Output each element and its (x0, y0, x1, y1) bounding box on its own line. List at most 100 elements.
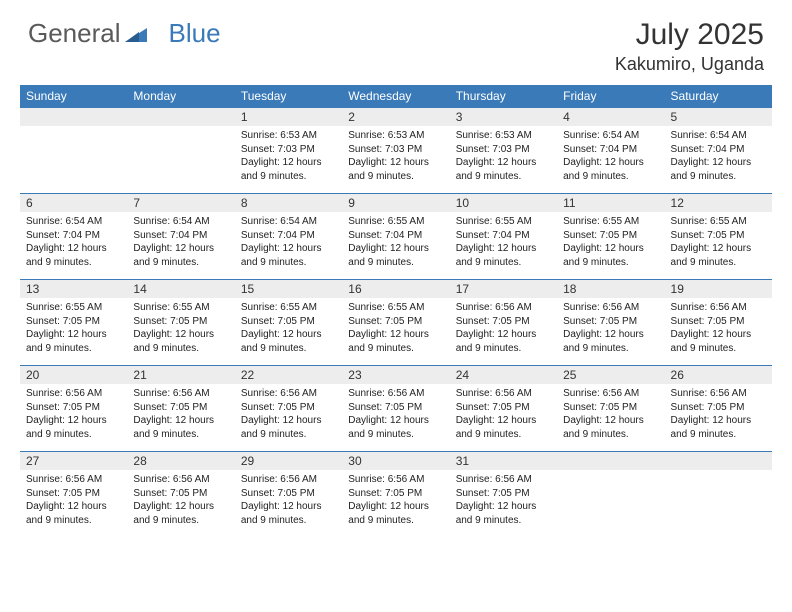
sunrise-text: Sunrise: 6:56 AM (133, 473, 228, 487)
sunrise-text: Sunrise: 6:56 AM (133, 387, 228, 401)
sunrise-text: Sunrise: 6:56 AM (241, 387, 336, 401)
sunset-text: Sunset: 7:05 PM (26, 487, 121, 501)
daylight-text: Daylight: 12 hours and 9 minutes. (348, 242, 443, 269)
calendar-day-cell: 14Sunrise: 6:55 AMSunset: 7:05 PMDayligh… (127, 280, 234, 366)
day-number: 20 (20, 366, 127, 384)
sunset-text: Sunset: 7:04 PM (348, 229, 443, 243)
day-details: Sunrise: 6:56 AMSunset: 7:05 PMDaylight:… (557, 384, 664, 447)
daylight-text: Daylight: 12 hours and 9 minutes. (456, 328, 551, 355)
daylight-text: Daylight: 12 hours and 9 minutes. (348, 500, 443, 527)
sunset-text: Sunset: 7:05 PM (671, 401, 766, 415)
calendar-week: 13Sunrise: 6:55 AMSunset: 7:05 PMDayligh… (20, 280, 772, 366)
dow-header: Sunday (20, 85, 127, 108)
day-details: Sunrise: 6:56 AMSunset: 7:05 PMDaylight:… (342, 470, 449, 533)
sunrise-text: Sunrise: 6:55 AM (26, 301, 121, 315)
calendar-day-cell: 8Sunrise: 6:54 AMSunset: 7:04 PMDaylight… (235, 194, 342, 280)
daylight-text: Daylight: 12 hours and 9 minutes. (563, 328, 658, 355)
daylight-text: Daylight: 12 hours and 9 minutes. (671, 156, 766, 183)
sunset-text: Sunset: 7:05 PM (563, 315, 658, 329)
day-details (20, 126, 127, 135)
brand-part1: General (28, 18, 121, 49)
day-number: 31 (450, 452, 557, 470)
calendar-day-cell: 13Sunrise: 6:55 AMSunset: 7:05 PMDayligh… (20, 280, 127, 366)
calendar-day-cell: 21Sunrise: 6:56 AMSunset: 7:05 PMDayligh… (127, 366, 234, 452)
day-details: Sunrise: 6:54 AMSunset: 7:04 PMDaylight:… (557, 126, 664, 189)
sunset-text: Sunset: 7:05 PM (456, 401, 551, 415)
day-details: Sunrise: 6:53 AMSunset: 7:03 PMDaylight:… (450, 126, 557, 189)
daylight-text: Daylight: 12 hours and 9 minutes. (133, 242, 228, 269)
calendar-day-cell: 2Sunrise: 6:53 AMSunset: 7:03 PMDaylight… (342, 108, 449, 194)
sunset-text: Sunset: 7:05 PM (348, 315, 443, 329)
sunrise-text: Sunrise: 6:54 AM (671, 129, 766, 143)
day-number: 28 (127, 452, 234, 470)
sunset-text: Sunset: 7:05 PM (671, 315, 766, 329)
page-header: General Blue July 2025 Kakumiro, Uganda (0, 0, 792, 79)
daylight-text: Daylight: 12 hours and 9 minutes. (133, 414, 228, 441)
month-title: July 2025 (615, 18, 764, 52)
daylight-text: Daylight: 12 hours and 9 minutes. (456, 414, 551, 441)
daylight-text: Daylight: 12 hours and 9 minutes. (133, 500, 228, 527)
calendar-day-cell: 30Sunrise: 6:56 AMSunset: 7:05 PMDayligh… (342, 452, 449, 538)
sunset-text: Sunset: 7:03 PM (456, 143, 551, 157)
sunrise-text: Sunrise: 6:54 AM (133, 215, 228, 229)
sunrise-text: Sunrise: 6:56 AM (563, 301, 658, 315)
calendar-day-cell (20, 108, 127, 194)
daylight-text: Daylight: 12 hours and 9 minutes. (456, 156, 551, 183)
daylight-text: Daylight: 12 hours and 9 minutes. (26, 328, 121, 355)
daylight-text: Daylight: 12 hours and 9 minutes. (563, 156, 658, 183)
location-label: Kakumiro, Uganda (615, 54, 764, 75)
sunset-text: Sunset: 7:05 PM (241, 401, 336, 415)
calendar-header-row: SundayMondayTuesdayWednesdayThursdayFrid… (20, 85, 772, 108)
day-number: 5 (665, 108, 772, 126)
day-number: 25 (557, 366, 664, 384)
calendar-day-cell: 24Sunrise: 6:56 AMSunset: 7:05 PMDayligh… (450, 366, 557, 452)
sunset-text: Sunset: 7:05 PM (348, 487, 443, 501)
day-details: Sunrise: 6:56 AMSunset: 7:05 PMDaylight:… (127, 470, 234, 533)
sunrise-text: Sunrise: 6:55 AM (348, 301, 443, 315)
dow-header: Tuesday (235, 85, 342, 108)
sunset-text: Sunset: 7:03 PM (348, 143, 443, 157)
day-number: 30 (342, 452, 449, 470)
daylight-text: Daylight: 12 hours and 9 minutes. (348, 414, 443, 441)
sunrise-text: Sunrise: 6:56 AM (563, 387, 658, 401)
sunset-text: Sunset: 7:04 PM (456, 229, 551, 243)
daylight-text: Daylight: 12 hours and 9 minutes. (241, 156, 336, 183)
day-details: Sunrise: 6:54 AMSunset: 7:04 PMDaylight:… (235, 212, 342, 275)
day-details: Sunrise: 6:56 AMSunset: 7:05 PMDaylight:… (557, 298, 664, 361)
sunrise-text: Sunrise: 6:53 AM (241, 129, 336, 143)
day-number: 15 (235, 280, 342, 298)
daylight-text: Daylight: 12 hours and 9 minutes. (241, 414, 336, 441)
calendar-day-cell: 12Sunrise: 6:55 AMSunset: 7:05 PMDayligh… (665, 194, 772, 280)
daylight-text: Daylight: 12 hours and 9 minutes. (241, 242, 336, 269)
sunset-text: Sunset: 7:04 PM (241, 229, 336, 243)
sunrise-text: Sunrise: 6:55 AM (671, 215, 766, 229)
sunset-text: Sunset: 7:05 PM (241, 315, 336, 329)
sunrise-text: Sunrise: 6:53 AM (348, 129, 443, 143)
sunrise-text: Sunrise: 6:55 AM (241, 301, 336, 315)
sunset-text: Sunset: 7:04 PM (563, 143, 658, 157)
day-number (20, 108, 127, 126)
calendar-day-cell: 10Sunrise: 6:55 AMSunset: 7:04 PMDayligh… (450, 194, 557, 280)
sunset-text: Sunset: 7:04 PM (133, 229, 228, 243)
day-number: 16 (342, 280, 449, 298)
day-number: 17 (450, 280, 557, 298)
day-details: Sunrise: 6:54 AMSunset: 7:04 PMDaylight:… (127, 212, 234, 275)
sunrise-text: Sunrise: 6:54 AM (563, 129, 658, 143)
day-details (127, 126, 234, 135)
day-number: 23 (342, 366, 449, 384)
calendar-table: SundayMondayTuesdayWednesdayThursdayFrid… (20, 85, 772, 538)
day-number (557, 452, 664, 470)
calendar-day-cell: 16Sunrise: 6:55 AMSunset: 7:05 PMDayligh… (342, 280, 449, 366)
calendar-week: 20Sunrise: 6:56 AMSunset: 7:05 PMDayligh… (20, 366, 772, 452)
sunrise-text: Sunrise: 6:56 AM (348, 473, 443, 487)
calendar-day-cell: 1Sunrise: 6:53 AMSunset: 7:03 PMDaylight… (235, 108, 342, 194)
calendar-day-cell (557, 452, 664, 538)
day-details: Sunrise: 6:55 AMSunset: 7:05 PMDaylight:… (342, 298, 449, 361)
day-details (557, 470, 664, 479)
day-number: 11 (557, 194, 664, 212)
sunset-text: Sunset: 7:03 PM (241, 143, 336, 157)
day-number: 22 (235, 366, 342, 384)
day-number: 6 (20, 194, 127, 212)
day-number: 4 (557, 108, 664, 126)
day-details: Sunrise: 6:56 AMSunset: 7:05 PMDaylight:… (235, 470, 342, 533)
